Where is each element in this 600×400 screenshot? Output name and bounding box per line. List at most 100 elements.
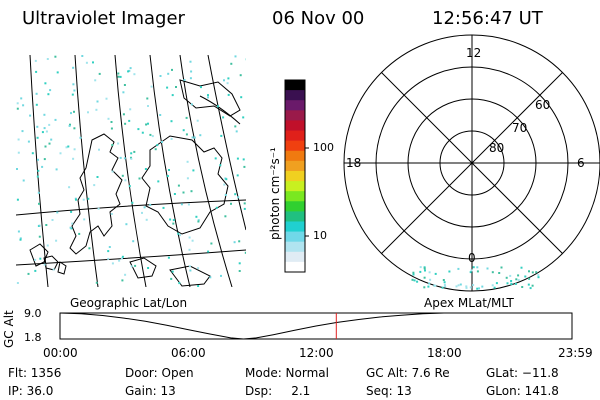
uv-emission-pixel [470,269,473,272]
uv-emission-pixel [141,131,144,134]
uv-emission-pixel [98,148,100,151]
uv-emission-pixel [27,272,30,275]
uv-emission-pixel [145,218,148,221]
uv-emission-pixel [495,282,498,285]
uv-emission-pixel [243,207,246,210]
uv-emission-pixel [185,116,188,119]
status-flt: Flt: 1356 [8,366,62,380]
uv-emission-pixel [238,270,241,272]
uv-emission-pixel [240,96,243,99]
uv-emission-pixel [188,236,191,239]
uv-emission-pixel [16,168,18,170]
uv-emission-pixel [55,239,58,242]
uv-emission-pixel [481,285,484,288]
uv-emission-pixel [185,133,188,136]
uv-emission-pixel [510,283,513,286]
uv-emission-pixel [498,272,501,274]
uv-emission-pixel [423,276,426,279]
uv-emission-pixel [413,279,416,282]
uv-emission-pixel [478,287,480,290]
uv-emission-pixel [196,119,199,122]
uv-emission-pixel [188,248,191,251]
uv-emission-pixel [236,157,239,160]
uv-emission-pixel [171,68,173,71]
uv-emission-pixel [127,70,130,73]
uv-emission-pixel [92,61,94,64]
uv-emission-pixel [78,232,81,235]
uv-emission-pixel [98,72,101,75]
uv-emission-pixel [43,127,46,130]
uv-emission-pixel [73,127,76,130]
uv-emission-pixel [70,112,72,115]
uv-emission-pixel [429,278,432,281]
uv-emission-pixel [95,281,98,284]
uv-emission-pixel [79,136,82,139]
uv-emission-pixel [192,169,195,172]
uv-emission-pixel [141,211,143,214]
uv-emission-pixel [219,164,222,167]
uv-emission-pixel [21,130,24,133]
uv-emission-pixel [236,174,239,177]
uv-emission-pixel [117,75,120,78]
uv-emission-pixel [117,142,120,145]
uv-emission-pixel [56,71,59,74]
altitude-xtick-1200: 12:00 [299,346,334,360]
uv-emission-pixel [223,79,225,82]
uv-emission-pixel [434,284,437,287]
uv-emission-pixel [56,211,59,214]
uv-emission-pixel [424,269,426,272]
uv-emission-pixel [537,276,540,279]
uv-emission-pixel [65,146,68,149]
uv-emission-pixel [69,123,71,126]
uv-emission-pixel [137,128,140,131]
uv-emission-pixel [190,70,193,73]
mlt-label-12: 12 [466,46,482,60]
uv-emission-pixel [95,108,98,111]
uv-emission-pixel [55,168,58,171]
uv-emission-pixel [510,280,513,282]
uv-emission-pixel [88,247,91,250]
status-gain: Gain: 13 [125,384,176,398]
uv-emission-pixel [177,184,180,187]
uv-emission-pixel [177,232,180,235]
status-glon: GLon: 141.8 [486,384,559,398]
uv-emission-pixel [197,285,200,287]
uv-emission-pixel [69,226,72,229]
uv-emission-pixel [528,270,530,273]
uv-emission-pixel [110,127,113,130]
uv-emission-pixel [96,100,99,103]
uv-emission-pixel [16,107,19,110]
uv-emission-pixel [41,165,44,168]
uv-emission-pixel [515,278,518,281]
altitude-xtick-2359: 23:59 [558,346,593,360]
uv-emission-pixel [34,59,37,62]
uv-emission-pixel [75,198,77,201]
uv-emission-pixel [150,85,153,88]
colorbar [285,80,305,273]
uv-emission-pixel [16,198,19,201]
uv-emission-pixel [146,97,149,100]
uv-emission-pixel [129,108,132,111]
uv-emission-pixel [35,103,38,106]
uv-emission-pixel [147,105,149,107]
uv-emission-pixel [416,280,419,283]
uv-emission-pixel [133,150,136,153]
uv-emission-pixel [20,97,23,100]
uv-emission-pixel [128,119,131,122]
uv-emission-pixel [59,152,62,155]
uv-emission-pixel [43,158,46,161]
uv-emission-pixel [44,145,47,148]
uv-emission-pixel [527,283,530,286]
uv-emission-pixel [34,258,37,261]
uv-emission-pixel [93,184,96,187]
uv-emission-pixel [505,276,508,279]
uv-emission-pixel [83,218,86,221]
uv-emission-pixel [149,203,152,206]
altitude-ytick-min: 1.8 [24,331,42,344]
uv-emission-pixel [131,201,134,204]
uv-emission-pixel [168,169,170,171]
uv-emission-pixel [419,270,422,273]
uv-emission-pixel [129,67,132,70]
uv-emission-pixel [37,158,39,161]
uv-emission-pixel [130,157,133,160]
